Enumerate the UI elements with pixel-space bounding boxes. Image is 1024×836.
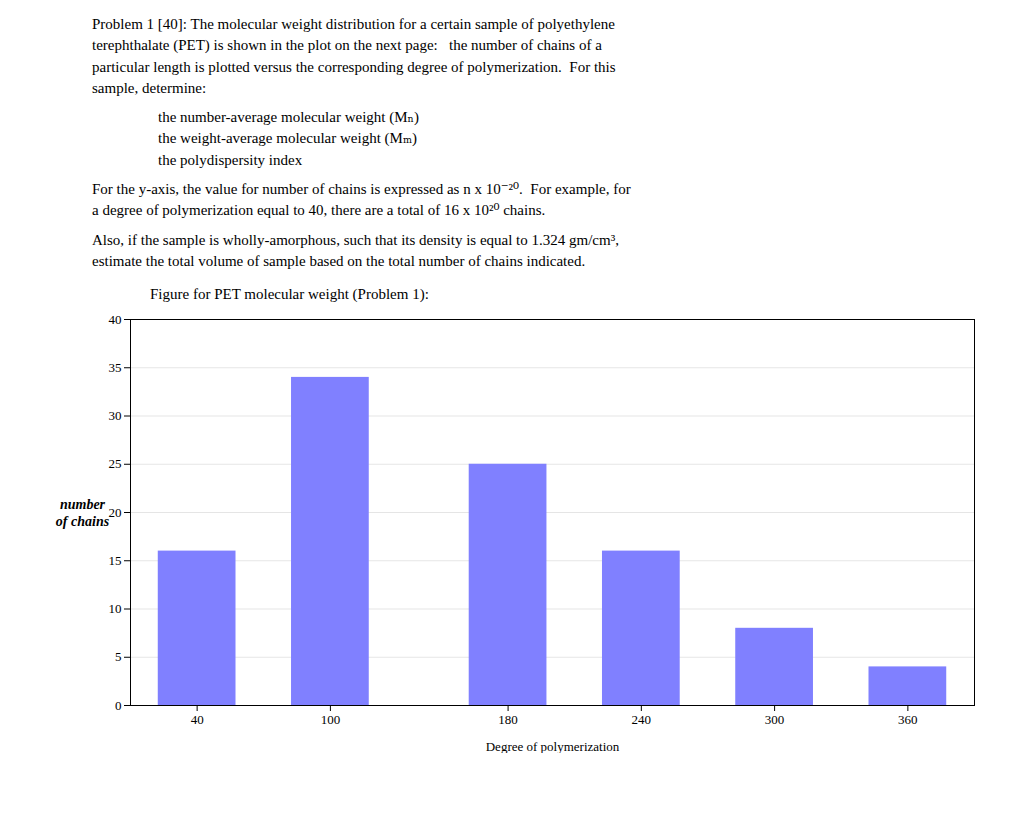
svg-text:Degree of polymerization: Degree of polymerization bbox=[486, 739, 620, 754]
svg-text:25: 25 bbox=[109, 457, 122, 472]
svg-text:numberof chains: numberof chains bbox=[56, 498, 110, 530]
svg-text:10: 10 bbox=[109, 601, 122, 616]
svg-text:40: 40 bbox=[191, 712, 204, 727]
svg-text:360: 360 bbox=[898, 712, 918, 727]
svg-text:240: 240 bbox=[632, 712, 652, 727]
html-text:estimate the total volume of s: estimate the total volume of sample base… bbox=[92, 253, 586, 269]
html-text:particular length is plotted v: particular length is plotted versus the … bbox=[92, 58, 616, 75]
svg-text:5: 5 bbox=[115, 650, 122, 665]
svg-text:15: 15 bbox=[109, 553, 122, 568]
html-text:terephthalate (PET) is shown i: terephthalate (PET) is shown in the plot… bbox=[92, 37, 602, 54]
html-text:Problem 1 [40]: The molecular: Problem 1 [40]: The molecular weight dis… bbox=[92, 16, 615, 32]
html-text:Also, if the sample is wholly-: Also, if the sample is wholly-amorphous,… bbox=[92, 231, 619, 248]
svg-text:40: 40 bbox=[109, 312, 122, 327]
html-text:Figure for PET molecular weigh: Figure for PET molecular weight (Problem… bbox=[150, 286, 429, 303]
html-text:sample, determine:: sample, determine: bbox=[92, 79, 207, 96]
html-text:the polydispersity index: the polydispersity index bbox=[158, 151, 303, 168]
html-text:the weight-average molecular w: the weight-average molecular weight (Mₘ) bbox=[158, 130, 418, 147]
svg-text:35: 35 bbox=[109, 360, 122, 375]
html-text:the number-average molecular w: the number-average molecular weight (Mₙ) bbox=[158, 109, 420, 126]
html-text:For the y-axis, the value for: For the y-axis, the value for number of … bbox=[92, 181, 631, 198]
svg-text:300: 300 bbox=[765, 712, 785, 727]
html-text:a degree of polymerization equ: a degree of polymerization equal to 40, … bbox=[92, 202, 546, 219]
svg-text:20: 20 bbox=[109, 505, 122, 520]
svg-text:100: 100 bbox=[321, 712, 341, 727]
svg-text:180: 180 bbox=[498, 712, 518, 727]
svg-text:0: 0 bbox=[115, 698, 122, 713]
svg-text:30: 30 bbox=[109, 408, 122, 423]
